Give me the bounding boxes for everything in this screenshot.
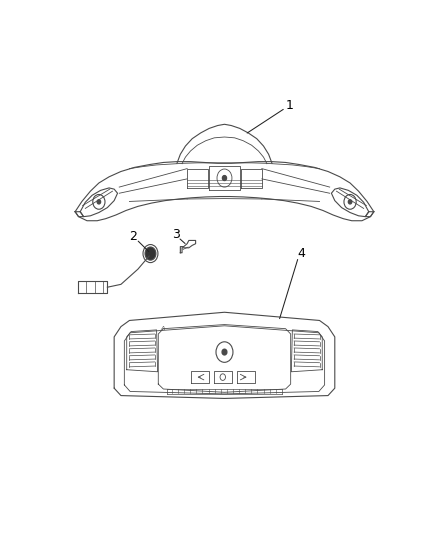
Circle shape <box>222 349 227 355</box>
Text: 4: 4 <box>297 247 305 260</box>
Circle shape <box>348 200 352 204</box>
Text: 1: 1 <box>286 99 294 111</box>
Circle shape <box>145 247 156 260</box>
Circle shape <box>97 200 101 204</box>
Circle shape <box>223 175 226 181</box>
Text: 3: 3 <box>172 228 180 241</box>
Text: 2: 2 <box>130 230 138 243</box>
Text: A: A <box>161 326 165 331</box>
